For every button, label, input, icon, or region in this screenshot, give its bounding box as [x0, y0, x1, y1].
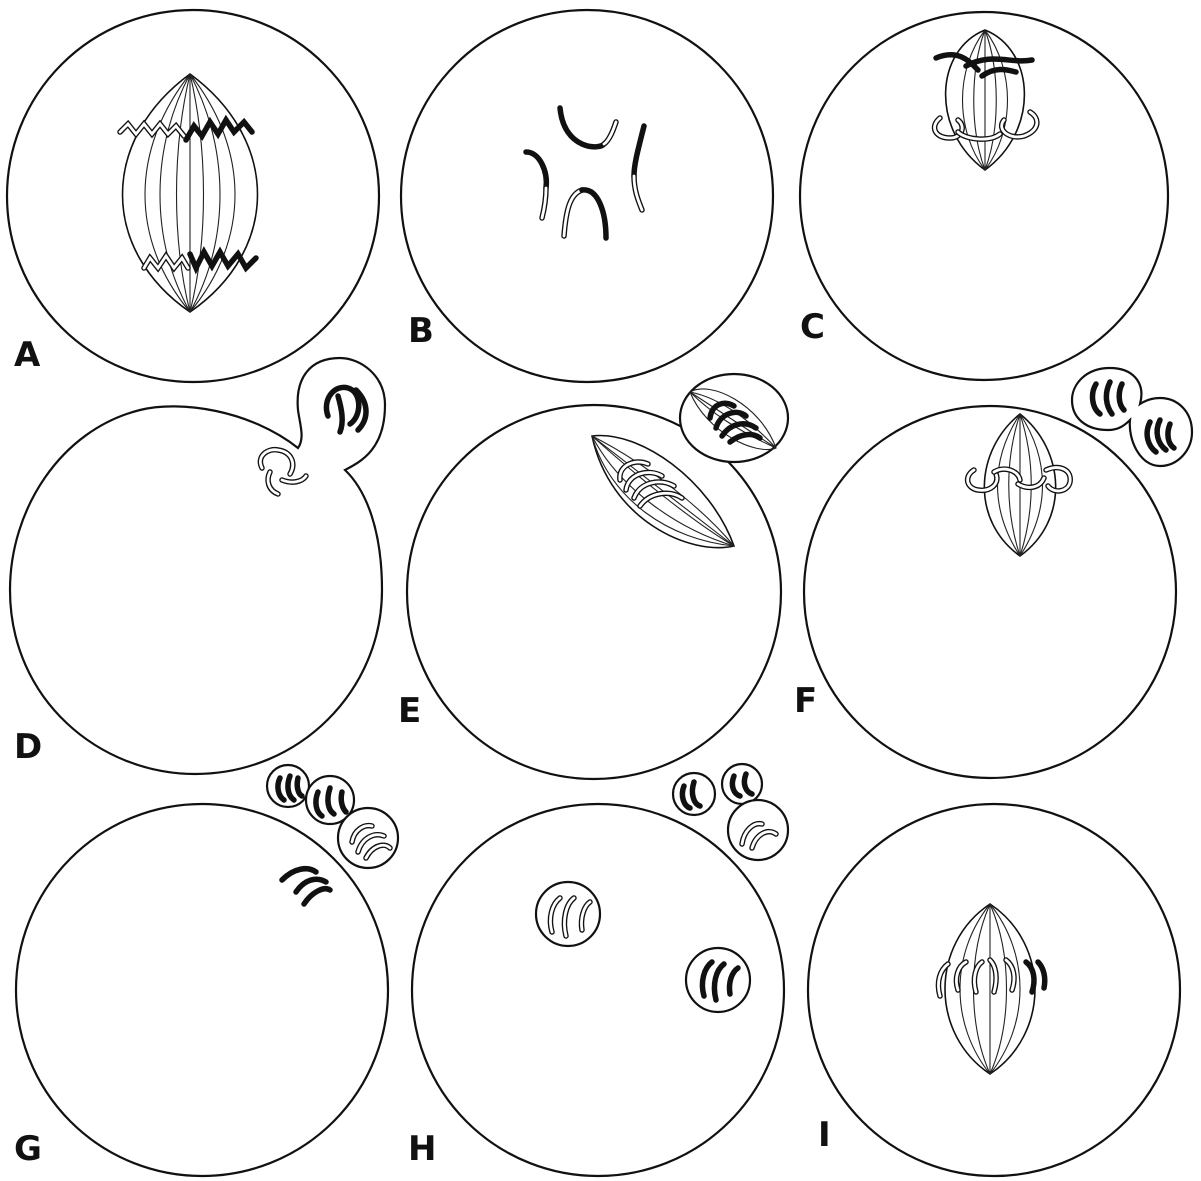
polar-spindle-e [689, 388, 777, 450]
panel-a: A [5, 8, 381, 384]
polar-chromosomes-f [1089, 379, 1177, 455]
panel-h: H [408, 762, 790, 1178]
cell-e [405, 403, 783, 781]
chromosomes-c [931, 52, 1040, 142]
chromosomes-f [964, 464, 1073, 494]
chromosomes-h-1 [547, 895, 593, 939]
panel-e: E [398, 372, 790, 781]
cell-a [5, 8, 381, 384]
panel-c: C [798, 10, 1170, 382]
panel-label-e: E [398, 691, 421, 731]
panel-g: G [14, 763, 400, 1178]
chromosomes-g [279, 865, 333, 907]
cell-d [8, 356, 387, 776]
panel-label-g: G [14, 1129, 42, 1169]
panel-i: I [806, 802, 1182, 1178]
panel-f: F [794, 366, 1194, 780]
polar-chromosomes-h [679, 771, 779, 851]
panel-label-a: A [14, 335, 41, 375]
panel-d: D [8, 356, 387, 776]
chromosomes-a-lower [141, 246, 259, 275]
panel-b: B [399, 8, 775, 384]
panel-label-f: F [794, 681, 817, 721]
panel-label-h: H [408, 1129, 436, 1169]
polar-body-h-3 [726, 798, 790, 862]
cell-h [410, 802, 786, 1178]
panel-label-c: C [800, 307, 825, 347]
polar-chromosomes-e [707, 400, 763, 445]
nucleus-h-2 [684, 946, 752, 1014]
spindle-a [121, 73, 259, 313]
chromosomes-i [935, 957, 1048, 999]
chromosomes-b [523, 105, 647, 241]
chromosomes-d [257, 446, 309, 497]
panel-label-b: B [408, 311, 434, 351]
chromosomes-h-2 [699, 959, 741, 1003]
cell-f [802, 404, 1178, 780]
polar-body-d-chromosomes [323, 384, 369, 435]
cell-b [399, 8, 775, 384]
panel-label-i: I [818, 1115, 831, 1155]
cell-c [798, 10, 1170, 382]
polar-chromosomes-g [275, 773, 393, 861]
cell-g [14, 802, 390, 1178]
chromosomes-e [617, 459, 685, 509]
chromosomes-a-upper [117, 114, 255, 143]
panel-label-d: D [14, 727, 42, 767]
